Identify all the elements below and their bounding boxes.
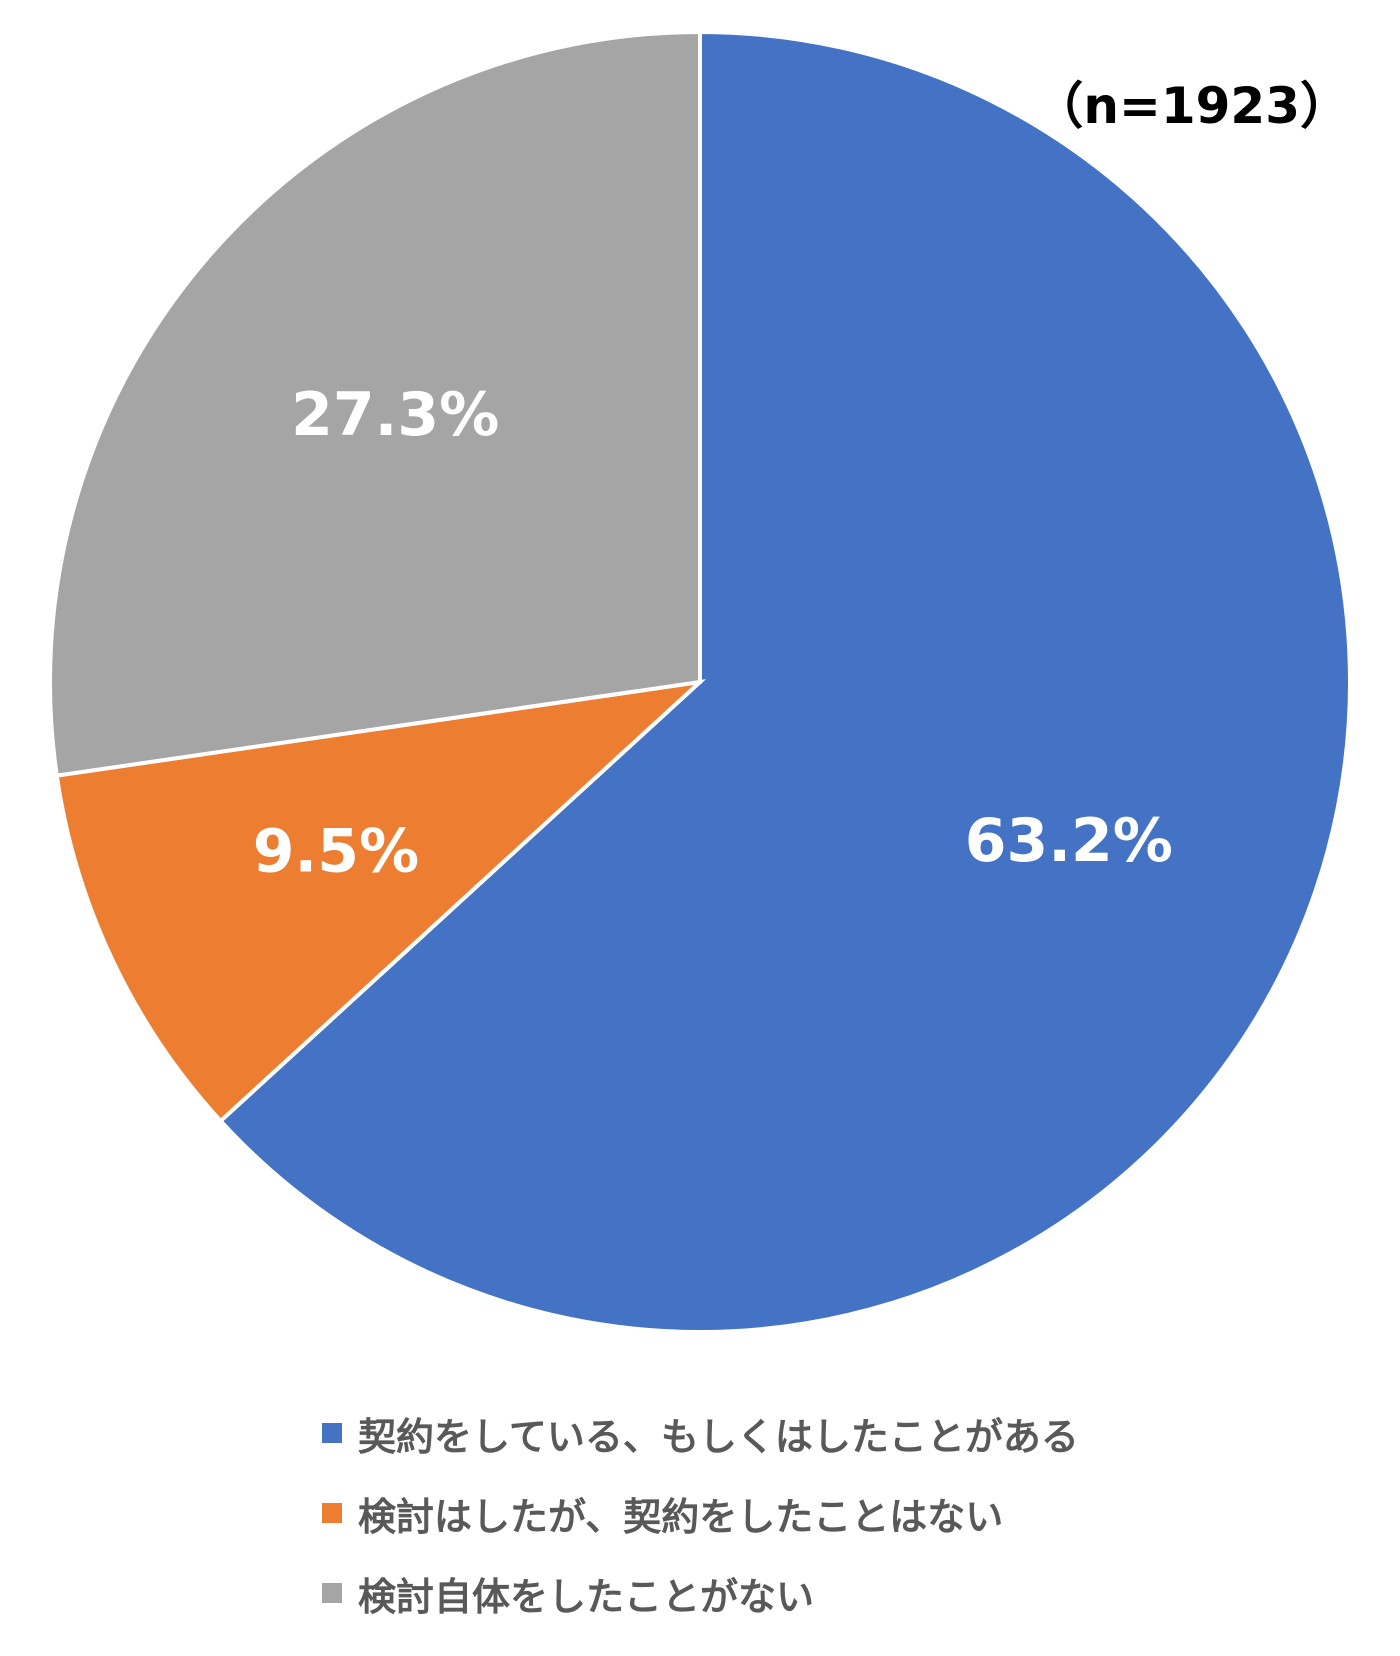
legend: 契約をしている、もしくはしたことがある 検討はしたが、契約をしたことはない 検討… <box>322 1405 1222 1645</box>
sample-size-note: （n=1923） <box>1033 77 1350 135</box>
value-label-considered-not-contracted: 9.5% <box>253 816 419 886</box>
value-label-contracted: 63.2% <box>965 806 1173 876</box>
legend-label-considered-not-contracted: 検討はしたが、契約をしたことはない <box>358 1494 1004 1539</box>
slice-contracted <box>217 29 1352 1334</box>
slice-never-considered <box>48 29 702 778</box>
legend-swatch-never-considered <box>322 1583 342 1603</box>
pie-slices <box>48 29 1352 1334</box>
legend-label-never-considered: 検討自体をしたことがない <box>358 1574 815 1619</box>
pie-chart: 63.2% 9.5% 27.3% <box>48 29 1352 1334</box>
legend-item-considered-not-contracted: 検討はしたが、契約をしたことはない <box>322 1485 1222 1541</box>
legend-item-never-considered: 検討自体をしたことがない <box>322 1565 1222 1621</box>
slice-considered-not-contracted <box>54 679 707 1124</box>
legend-label-contracted: 契約をしている、もしくはしたことがある <box>358 1414 1079 1459</box>
pie-value-labels: 63.2% 9.5% 27.3% <box>253 380 1173 886</box>
legend-swatch-considered-not-contracted <box>322 1503 342 1523</box>
value-label-never-considered: 27.3% <box>291 380 499 450</box>
legend-item-contracted: 契約をしている、もしくはしたことがある <box>322 1405 1222 1461</box>
legend-swatch-contracted <box>322 1423 342 1443</box>
